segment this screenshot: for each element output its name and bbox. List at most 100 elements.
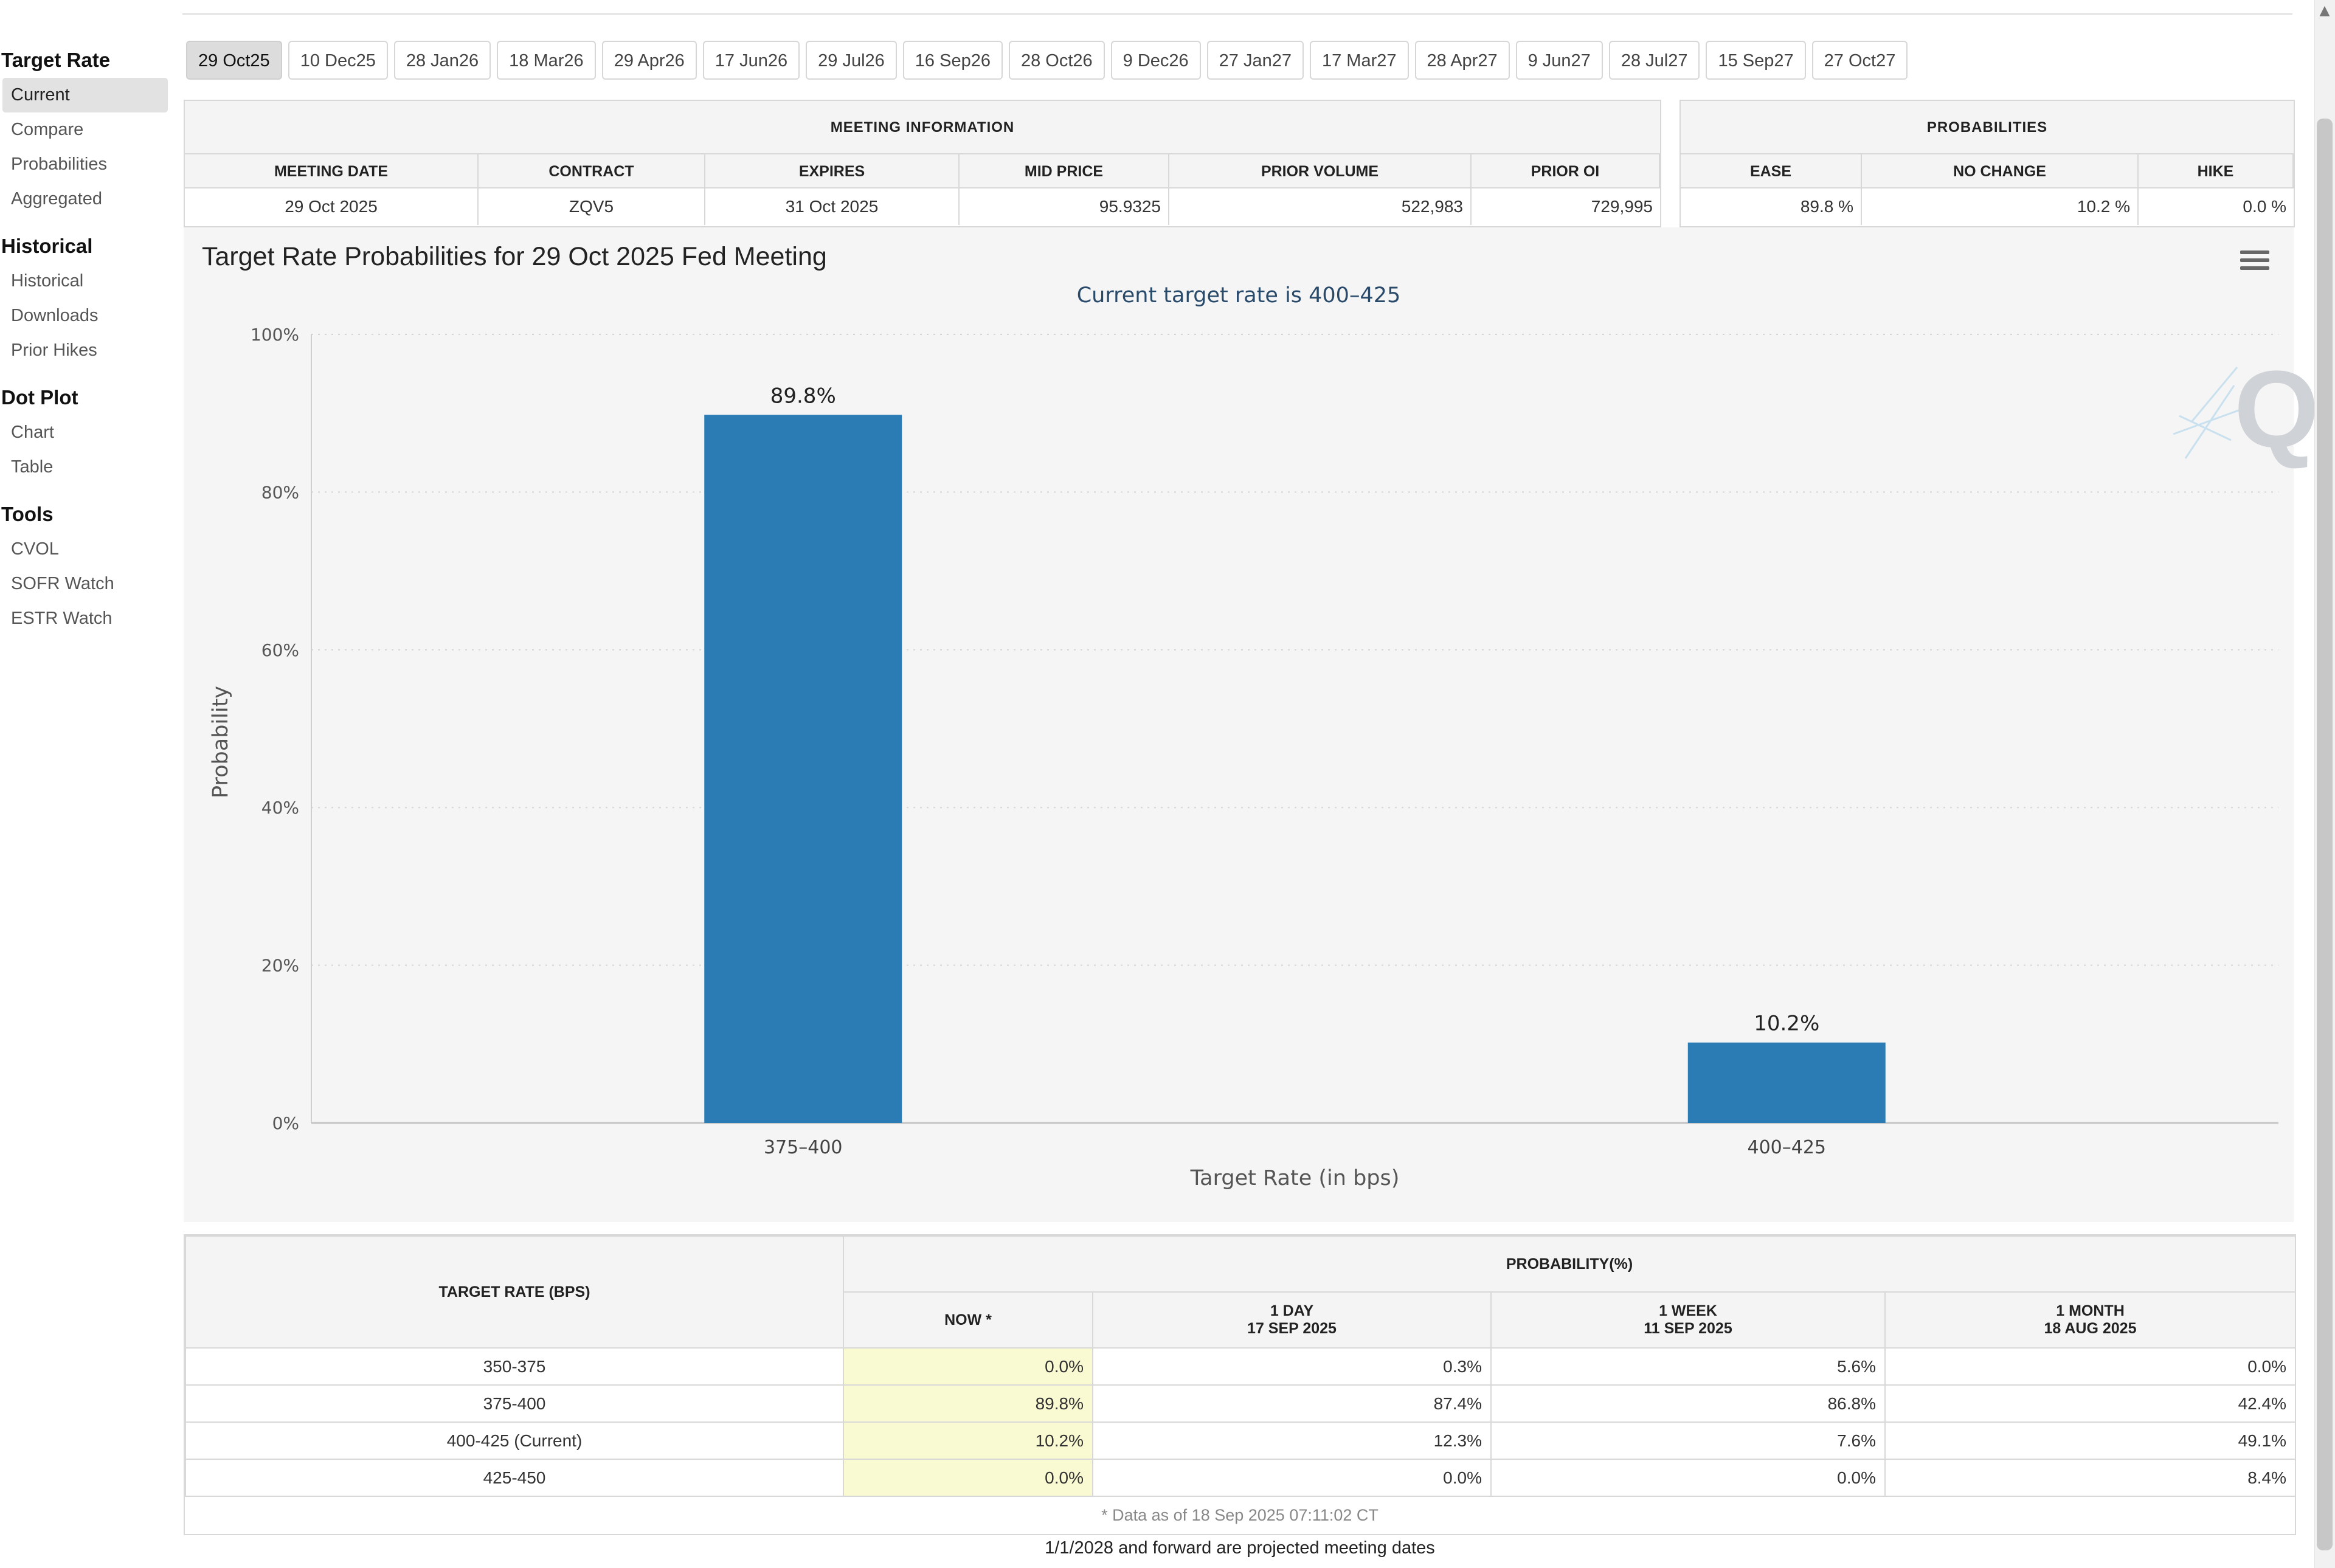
x-axis-title: Target Rate (in bps)	[1190, 1166, 1400, 1190]
scroll-up-arrow-icon[interactable]: ▲	[2319, 2, 2330, 18]
probability-table: TARGET RATE (BPS) PROBABILITY(%) NOW * 1…	[185, 1235, 2297, 1497]
one-month-cell: 8.4%	[1884, 1459, 2297, 1497]
bar-data-label: 10.2%	[1754, 1012, 1819, 1036]
tab-meeting-date[interactable]: 29 Apr26	[601, 41, 697, 80]
y-tick-label: 100%	[251, 325, 299, 345]
tab-meeting-date[interactable]: 17 Jun26	[702, 41, 800, 80]
chart-container: Target Rate Probabilities for 29 Oct 202…	[184, 227, 2319, 1222]
header-expires: EXPIRES	[705, 154, 960, 188]
header-probability-group: PROBABILITY(%)	[842, 1235, 2297, 1293]
tab-meeting-date[interactable]: 28 Jan26	[393, 41, 491, 80]
now-cell: 0.0%	[843, 1347, 1093, 1386]
bar	[1687, 1042, 1886, 1123]
tab-meeting-date[interactable]: 15 Sep27	[1706, 41, 1806, 80]
meeting-date-value: 29 Oct 2025	[185, 188, 479, 225]
sidebar-item-compare[interactable]: Compare	[11, 120, 84, 139]
contract-value: ZQV5	[479, 188, 705, 225]
one-week-cell: 86.8%	[1490, 1384, 1886, 1423]
now-cell: 0.0%	[843, 1459, 1093, 1497]
sidebar-item-cvol[interactable]: CVOL	[11, 539, 59, 559]
data-timestamp-note: * Data as of 18 Sep 2025 07:11:02 CT	[1101, 1506, 1379, 1524]
header-1-month-label: 1 MONTH	[2056, 1302, 2125, 1319]
sidebar-item-estr-watch[interactable]: ESTR Watch	[11, 609, 112, 628]
one-day-cell: 0.3%	[1092, 1347, 1492, 1386]
sidebar-item-probabilities[interactable]: Probabilities	[11, 154, 107, 174]
sidebar-heading-target-rate: Target Rate	[1, 49, 111, 71]
sidebar-heading-dot-plot: Dot Plot	[1, 386, 78, 409]
one-week-cell: 5.6%	[1490, 1347, 1886, 1386]
one-day-cell: 0.0%	[1092, 1459, 1492, 1497]
table-row: 425-450 0.0% 0.0% 0.0% 8.4%	[185, 1459, 2297, 1497]
tab-meeting-date[interactable]: 27 Oct27	[1811, 41, 1908, 80]
header-mid-price: MID PRICE	[960, 154, 1169, 188]
tab-meeting-date[interactable]: 18 Mar26	[497, 41, 596, 80]
sidebar-nav: Target Rate Current Compare Probabilitie…	[0, 43, 170, 636]
one-month-cell: 0.0%	[1884, 1347, 2297, 1386]
scrollbar-thumb[interactable]	[2317, 119, 2333, 1550]
rate-cell: 425-450	[185, 1459, 844, 1497]
header-target-rate: TARGET RATE (BPS)	[185, 1235, 844, 1349]
one-week-cell: 7.6%	[1490, 1421, 1886, 1460]
top-divider	[182, 13, 2292, 15]
table-row: 350-375 0.0% 0.3% 5.6% 0.0%	[185, 1347, 2297, 1386]
rate-cell: 350-375	[185, 1347, 844, 1386]
no-change-value: 10.2 %	[1862, 188, 2139, 225]
tab-meeting-date[interactable]: 9 Jun27	[1515, 41, 1603, 80]
tab-meeting-date[interactable]: 27 Jan27	[1206, 41, 1304, 80]
probabilities-title: PROBABILITIES	[1681, 101, 2294, 154]
logo-watermark-icon: Q	[2167, 349, 2319, 471]
mid-price-value: 95.9325	[960, 188, 1169, 225]
logo-letter: Q	[2233, 348, 2319, 471]
table-row: 375-400 89.8% 87.4% 86.8% 42.4%	[185, 1384, 2297, 1423]
header-no-change: NO CHANGE	[1862, 154, 2139, 188]
prior-oi-value: 729,995	[1591, 197, 1653, 216]
sidebar-heading-historical: Historical	[1, 235, 93, 257]
tab-meeting-date[interactable]: 10 Dec25	[288, 41, 388, 80]
one-week-cell: 0.0%	[1490, 1459, 1886, 1497]
y-tick-label: 80%	[261, 482, 299, 502]
meeting-date-tabs: 29 Oct25 10 Dec25 28 Jan26 18 Mar26 29 A…	[186, 41, 1908, 80]
bar-data-label: 89.8%	[770, 384, 836, 408]
header-1-month: 1 MONTH 18 AUG 2025	[1884, 1291, 2297, 1349]
y-tick-label: 60%	[261, 640, 299, 660]
sidebar-item-current[interactable]: Current	[2, 78, 168, 112]
sidebar-heading-tools: Tools	[1, 503, 54, 525]
expires-value: 31 Oct 2025	[705, 188, 960, 225]
chart-subtitle: Current target rate is 400–425	[1076, 283, 1401, 308]
tab-meeting-date[interactable]: 29 Jul26	[806, 41, 897, 80]
tab-meeting-date[interactable]: 17 Mar27	[1309, 41, 1409, 80]
one-day-cell: 87.4%	[1092, 1384, 1492, 1423]
sidebar-item-chart[interactable]: Chart	[11, 423, 54, 442]
now-cell: 89.8%	[843, 1384, 1093, 1423]
header-prior-volume: PRIOR VOLUME	[1169, 154, 1472, 188]
ease-value: 89.8 %	[1681, 188, 1862, 225]
hamburger-menu-icon[interactable]	[2240, 250, 2269, 275]
chart-title: Target Rate Probabilities for 29 Oct 202…	[202, 242, 827, 271]
tab-meeting-date[interactable]: 28 Apr27	[1414, 41, 1510, 80]
sidebar-item-aggregated[interactable]: Aggregated	[11, 189, 102, 209]
y-tick-label: 0%	[272, 1113, 299, 1133]
header-ease: EASE	[1681, 154, 1862, 188]
sidebar-item-sofr-watch[interactable]: SOFR Watch	[11, 574, 114, 593]
tab-meeting-date[interactable]: 29 Oct25	[186, 41, 282, 80]
one-month-cell: 42.4%	[1884, 1384, 2297, 1423]
sidebar-item-prior-hikes[interactable]: Prior Hikes	[11, 340, 97, 360]
sidebar-item-historical[interactable]: Historical	[11, 271, 84, 291]
tab-meeting-date[interactable]: 28 Oct26	[1008, 41, 1105, 80]
header-1-week: 1 WEEK 11 SEP 2025	[1490, 1291, 1886, 1349]
header-1-day-date: 17 SEP 2025	[1247, 1320, 1337, 1337]
x-tick-label: 400–425	[1747, 1137, 1826, 1158]
sidebar-item-table[interactable]: Table	[11, 457, 54, 477]
table-row: 400-425 (Current) 10.2% 12.3% 7.6% 49.1%	[185, 1421, 2297, 1460]
tab-meeting-date[interactable]: 28 Jul27	[1608, 41, 1700, 80]
tab-meeting-date[interactable]: 16 Sep26	[902, 41, 1003, 80]
header-1-month-date: 18 AUG 2025	[2044, 1320, 2137, 1337]
header-prior-oi: PRIOR OI	[1472, 154, 1660, 188]
header-1-day: 1 DAY 17 SEP 2025	[1092, 1291, 1492, 1349]
header-hike: HIKE	[2139, 154, 2294, 188]
y-tick-label: 20%	[261, 956, 299, 976]
x-tick-label: 375–400	[764, 1137, 843, 1158]
tab-meeting-date[interactable]: 9 Dec26	[1110, 41, 1201, 80]
hike-value: 0.0 %	[2243, 197, 2286, 216]
sidebar-item-downloads[interactable]: Downloads	[11, 306, 99, 325]
